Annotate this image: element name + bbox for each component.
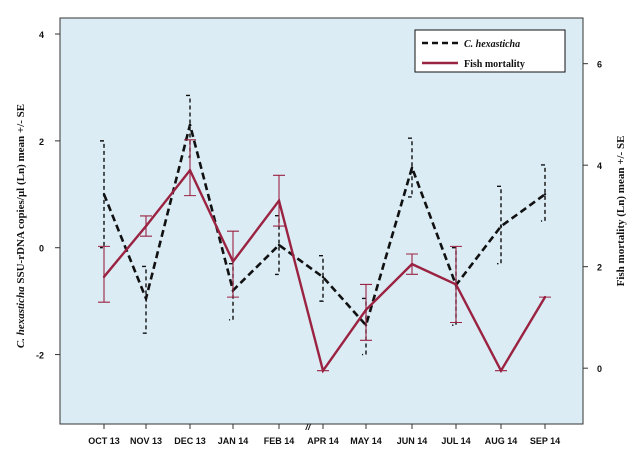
left-axis-label-species: C. hexasticha [15,286,27,348]
x-axis-ticks: OCT 13 NOV 13 DEC 13 JAN 14 FEB 14 APR 14 MAY … [88,424,560,446]
right-tick-label: 4 [597,161,602,171]
data-point [410,166,414,169]
data-point [499,225,503,228]
data-point [543,193,547,196]
x-tick-label: DEC 13 [174,436,206,446]
error-bar [360,283,372,341]
series-line [102,124,546,328]
error-bar [497,185,502,265]
x-tick-label: SEP 14 [530,436,560,446]
legend-label-fish-mortality: Fish mortality [464,59,525,70]
x-tick-label: JUL 14 [441,436,470,446]
legend-box [414,29,566,73]
error-bar [275,214,280,276]
data-point [188,169,192,172]
plot-area [59,17,584,425]
left-tick-label: -2 [36,351,44,361]
data-point [410,262,414,266]
error-bar [362,297,367,356]
error-bar [229,263,234,321]
left-tick-label: 0 [39,244,44,254]
series-fish-mortality [98,139,551,374]
data-point [188,123,192,127]
x-tick-label: FEB 14 [264,436,295,446]
left-axis-ticks: -2 0 2 4 [36,30,60,361]
data-point [499,369,503,372]
legend-label-c-hexasticha: C. hexasticha [464,39,520,50]
x-tick-label: JUN 14 [397,436,428,446]
data-point [321,275,325,279]
right-axis-label: Fish mortality (Ln) mean +/- SE [615,136,627,287]
x-tick-label: MAY 14 [350,436,382,446]
data-point [277,243,281,247]
left-axis-label-rest: SSU-rDNA copies/µl (Ln) mean +/- SE [15,104,27,287]
error-bar [408,137,413,198]
right-tick-label: 0 [597,364,602,374]
x-tick-label: AUG 14 [485,436,518,446]
left-axis-label: C. hexasticha SSU-rDNA copies/µl (Ln) me… [15,104,27,348]
error-bar [319,255,324,302]
data-point [102,193,106,196]
left-tick-label: 2 [39,137,44,147]
error-bar [98,245,110,303]
right-axis-ticks: 0 2 4 6 [583,60,602,374]
data-point [144,224,148,228]
right-tick-label: 6 [597,60,602,70]
legend: C. hexasticha Fish mortality [414,29,566,73]
error-bar [184,139,196,197]
data-point [543,295,547,299]
data-point [321,369,325,372]
data-point [277,199,281,202]
left-tick-label: 4 [39,30,44,40]
error-bar [227,230,239,298]
error-bar [186,94,191,158]
error-bar [541,164,546,222]
axis-break-marker: // [304,422,312,432]
data-point [231,260,235,263]
data-point [454,283,458,286]
data-point [364,308,368,312]
x-tick-label: JAN 14 [218,436,249,446]
data-point [144,297,148,300]
series-layer [98,94,551,374]
x-tick-label: OCT 13 [88,436,120,446]
x-tick-label: APR 14 [307,436,339,446]
x-tick-label: NOV 13 [130,436,162,446]
data-point [102,275,106,279]
right-tick-label: 2 [597,263,602,273]
